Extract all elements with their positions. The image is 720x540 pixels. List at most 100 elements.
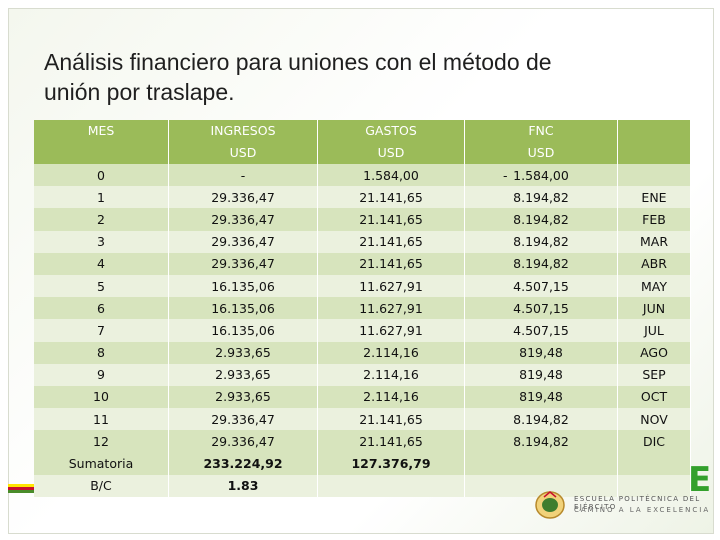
cell-ingresos: 2.933,65 (168, 385, 318, 409)
cell-mes: 4 (34, 252, 169, 275)
cell-ingresos: 2.933,65 (168, 341, 318, 364)
table-header-row: MES INGRESOS USD GASTOS USD FNC USD (34, 120, 691, 164)
cell-gastos: 21.141,65 (317, 408, 465, 431)
cell-mes: 8 (34, 341, 169, 364)
flag-stripe (8, 484, 34, 493)
fnc-negative-sign: - (503, 167, 508, 183)
cell-ingresos: 29.336,47 (168, 208, 318, 231)
cell-gastos: 2.114,16 (317, 385, 465, 409)
cell-gastos: 11.627,91 (317, 319, 465, 342)
sumatoria-row: Sumatoria 233.224,92 127.376,79 (34, 452, 691, 475)
cell-mes: 1 (34, 186, 169, 209)
cell-fnc: 819,48 (464, 341, 618, 364)
cell-mes: 11 (34, 408, 169, 431)
cell-gastos: 2.114,16 (317, 341, 465, 364)
cell-gastos: 11.627,91 (317, 297, 465, 320)
table-row: 1 29.336,47 21.141,65 8.194,82 ENE (34, 186, 691, 209)
header-gastos-unit: USD (377, 145, 405, 160)
cell-month: ABR (617, 252, 691, 275)
cell-mes: 10 (34, 385, 169, 409)
cell-mes: 3 (34, 230, 169, 253)
table-row: 0 - 1.584,00 -1.584,00 (34, 164, 691, 187)
header-mes: MES (34, 120, 169, 164)
cell-month: AGO (617, 341, 691, 364)
table-row: 10 2.933,65 2.114,16 819,48 OCT (34, 385, 691, 409)
sumatoria-label: Sumatoria (34, 452, 169, 475)
footer-brand-letter: E (688, 460, 712, 500)
cell-ingresos: 29.336,47 (168, 430, 318, 453)
sumatoria-month-empty (617, 452, 691, 475)
slide-title-line-1: Análisis financiero para uniones con el … (44, 49, 552, 75)
table-row: 3 29.336,47 21.141,65 8.194,82 MAR (34, 230, 691, 253)
bc-value: 1.83 (168, 474, 318, 497)
sumatoria-ingresos: 233.224,92 (168, 452, 318, 475)
header-fnc-unit: USD (527, 145, 555, 160)
cell-ingresos: 16.135,06 (168, 297, 318, 320)
financial-analysis-table: MES INGRESOS USD GASTOS USD FNC USD 0 - … (34, 120, 691, 497)
cell-ingresos: 29.336,47 (168, 186, 318, 209)
cell-fnc: -1.584,00 (464, 164, 618, 187)
table-row: 9 2.933,65 2.114,16 819,48 SEP (34, 363, 691, 386)
header-ingresos: INGRESOS USD (168, 120, 318, 164)
cell-gastos: 2.114,16 (317, 363, 465, 386)
cell-fnc: 4.507,15 (464, 319, 618, 342)
cell-gastos: 21.141,65 (317, 252, 465, 275)
header-gastos-label: GASTOS (365, 123, 417, 138)
table-row: 8 2.933,65 2.114,16 819,48 AGO (34, 341, 691, 364)
fnc-value: 1.584,00 (513, 167, 569, 183)
cell-gastos: 1.584,00 (317, 164, 465, 187)
cell-month: DIC (617, 430, 691, 453)
table-row: 4 29.336,47 21.141,65 8.194,82 ABR (34, 252, 691, 275)
header-mes-label: MES (87, 123, 115, 138)
header-fnc: FNC USD (464, 120, 618, 164)
table-row: 6 16.135,06 11.627,91 4.507,15 JUN (34, 297, 691, 320)
slide-title: Análisis financiero para uniones con el … (44, 47, 644, 107)
cell-gastos: 11.627,91 (317, 274, 465, 298)
cell-ingresos: - (168, 164, 318, 187)
sumatoria-fnc-empty (464, 452, 618, 475)
cell-fnc: 8.194,82 (464, 186, 618, 209)
cell-month: NOV (617, 408, 691, 431)
table-row: 5 16.135,06 11.627,91 4.507,15 MAY (34, 274, 691, 298)
header-gastos: GASTOS USD (317, 120, 465, 164)
cell-month: JUL (617, 319, 691, 342)
cell-ingresos: 29.336,47 (168, 252, 318, 275)
cell-gastos: 21.141,65 (317, 208, 465, 231)
cell-fnc: 8.194,82 (464, 230, 618, 253)
table-row: 11 29.336,47 21.141,65 8.194,82 NOV (34, 408, 691, 431)
cell-month: OCT (617, 385, 691, 409)
cell-month: FEB (617, 208, 691, 231)
school-emblem-icon (535, 491, 565, 519)
cell-ingresos: 29.336,47 (168, 408, 318, 431)
cell-fnc: 8.194,82 (464, 208, 618, 231)
cell-month: MAY (617, 274, 691, 298)
cell-fnc: 4.507,15 (464, 274, 618, 298)
cell-mes: 7 (34, 319, 169, 342)
bc-gastos-empty (317, 474, 465, 497)
cell-fnc: 8.194,82 (464, 408, 618, 431)
bc-fnc-empty (464, 474, 618, 497)
bc-label: B/C (34, 474, 169, 497)
cell-fnc: 8.194,82 (464, 430, 618, 453)
cell-mes: 6 (34, 297, 169, 320)
cell-gastos: 21.141,65 (317, 230, 465, 253)
cell-month: SEP (617, 363, 691, 386)
cell-mes: 2 (34, 208, 169, 231)
cell-gastos: 21.141,65 (317, 430, 465, 453)
cell-ingresos: 29.336,47 (168, 230, 318, 253)
cell-fnc: 4.507,15 (464, 297, 618, 320)
cell-mes: 0 (34, 164, 169, 187)
cell-mes: 5 (34, 274, 169, 298)
cell-fnc: 819,48 (464, 385, 618, 409)
cell-fnc: 8.194,82 (464, 252, 618, 275)
cell-ingresos: 2.933,65 (168, 363, 318, 386)
cell-month (617, 164, 691, 187)
cell-mes: 12 (34, 430, 169, 453)
header-fnc-label: FNC (528, 123, 554, 138)
bc-row: B/C 1.83 (34, 474, 691, 497)
cell-ingresos: 16.135,06 (168, 319, 318, 342)
slide-title-line-2: unión por traslape. (44, 79, 235, 105)
cell-month: MAR (617, 230, 691, 253)
table-row: 2 29.336,47 21.141,65 8.194,82 FEB (34, 208, 691, 231)
sumatoria-gastos: 127.376,79 (317, 452, 465, 475)
